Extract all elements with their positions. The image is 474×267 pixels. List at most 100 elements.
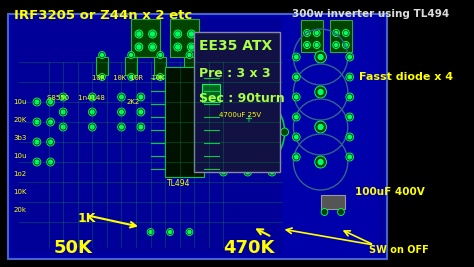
Circle shape [186, 52, 193, 58]
Bar [330, 20, 352, 52]
Circle shape [147, 229, 154, 235]
Circle shape [128, 73, 135, 80]
Bar [12, 18, 383, 255]
Circle shape [346, 73, 354, 81]
Text: 4700uF 25V: 4700uF 25V [219, 112, 261, 118]
Circle shape [157, 52, 164, 58]
Circle shape [159, 76, 162, 78]
Circle shape [59, 123, 67, 131]
Text: 3b3: 3b3 [14, 135, 27, 141]
Circle shape [292, 93, 300, 101]
Circle shape [246, 170, 249, 174]
Circle shape [62, 95, 65, 99]
Circle shape [346, 113, 354, 121]
Bar [131, 19, 160, 57]
Circle shape [188, 53, 191, 57]
Text: 470K: 470K [223, 239, 275, 257]
Circle shape [118, 93, 125, 101]
Circle shape [292, 73, 300, 81]
Circle shape [333, 29, 339, 37]
Bar [155, 57, 166, 75]
Bar [125, 57, 137, 75]
Circle shape [118, 123, 125, 131]
Circle shape [281, 128, 289, 136]
Bar [165, 67, 204, 177]
Circle shape [46, 118, 55, 126]
Circle shape [268, 168, 276, 176]
Circle shape [169, 230, 172, 234]
Circle shape [270, 130, 274, 134]
Circle shape [345, 32, 347, 34]
Circle shape [130, 53, 133, 57]
Circle shape [139, 95, 143, 99]
Circle shape [100, 53, 103, 57]
Text: Fasst diode x 4: Fasst diode x 4 [359, 72, 454, 82]
Circle shape [313, 41, 320, 49]
Circle shape [159, 53, 162, 57]
Circle shape [135, 30, 143, 38]
Circle shape [346, 133, 354, 141]
Circle shape [190, 32, 193, 36]
Circle shape [137, 123, 145, 131]
Circle shape [346, 153, 354, 161]
Bar [183, 57, 195, 75]
Circle shape [130, 76, 133, 78]
Circle shape [348, 55, 352, 59]
Circle shape [313, 29, 320, 37]
Text: S8550    1n4148: S8550 1n4148 [46, 95, 104, 101]
Circle shape [345, 44, 347, 46]
Circle shape [294, 135, 298, 139]
Circle shape [348, 115, 352, 119]
Circle shape [62, 125, 65, 129]
Circle shape [137, 45, 141, 49]
Text: +: + [244, 114, 252, 124]
Circle shape [292, 53, 300, 61]
Circle shape [186, 229, 193, 235]
Circle shape [46, 158, 55, 166]
Circle shape [335, 32, 337, 34]
Circle shape [188, 76, 191, 78]
Circle shape [315, 121, 327, 133]
Circle shape [139, 125, 143, 129]
Circle shape [346, 53, 354, 61]
Circle shape [188, 230, 191, 234]
Circle shape [306, 44, 309, 46]
Circle shape [151, 45, 155, 49]
Circle shape [89, 108, 96, 116]
Circle shape [62, 110, 65, 114]
Circle shape [315, 51, 327, 63]
Circle shape [99, 52, 105, 58]
Circle shape [294, 115, 298, 119]
Circle shape [46, 98, 55, 106]
Circle shape [91, 125, 94, 129]
Circle shape [270, 170, 274, 174]
Circle shape [91, 95, 94, 99]
Text: 100uF 400V: 100uF 400V [355, 187, 424, 197]
Circle shape [348, 95, 352, 99]
Bar [8, 14, 387, 259]
Circle shape [89, 123, 96, 131]
Circle shape [315, 156, 327, 168]
Circle shape [348, 155, 352, 159]
Text: SW on OFF: SW on OFF [369, 245, 429, 255]
Circle shape [222, 170, 225, 174]
Circle shape [33, 98, 41, 106]
Circle shape [139, 110, 143, 114]
Circle shape [346, 93, 354, 101]
Circle shape [303, 41, 310, 49]
Circle shape [149, 230, 152, 234]
Circle shape [91, 110, 94, 114]
Circle shape [292, 113, 300, 121]
Circle shape [188, 43, 195, 51]
Bar [202, 84, 219, 102]
Circle shape [207, 128, 215, 136]
Circle shape [318, 54, 323, 60]
Circle shape [174, 30, 182, 38]
Circle shape [49, 160, 52, 164]
Bar [320, 195, 345, 209]
Text: 10u: 10u [14, 153, 27, 159]
Circle shape [342, 41, 349, 49]
Circle shape [306, 32, 309, 34]
Circle shape [119, 110, 123, 114]
Circle shape [294, 95, 298, 99]
